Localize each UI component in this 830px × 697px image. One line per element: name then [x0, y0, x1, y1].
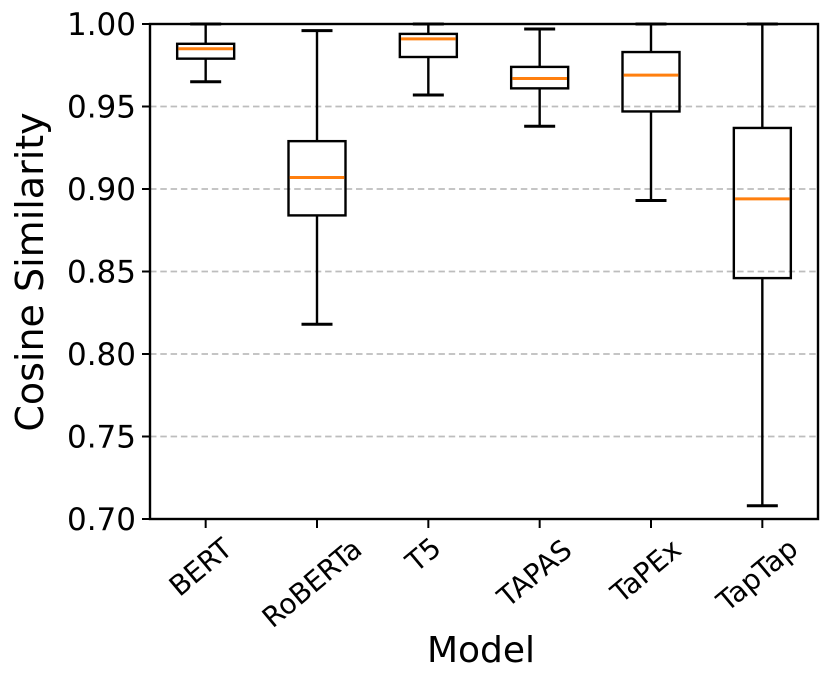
box-TapTap	[732, 126, 793, 280]
box-BERT	[175, 42, 236, 60]
box-RoBERTa	[287, 139, 347, 217]
y-tick-label: 0.95	[67, 90, 136, 126]
box-TaPEx	[621, 50, 681, 113]
y-tick-label: 0.70	[67, 502, 136, 538]
box-TAPAS	[509, 65, 570, 90]
y-tick-label: 0.85	[67, 255, 136, 291]
y-tick-label: 0.75	[67, 420, 136, 456]
y-axis-label: Cosine Similarity	[8, 112, 52, 432]
y-tick-label: 0.90	[67, 172, 136, 208]
x-axis-label: Model	[426, 630, 536, 671]
y-tick-label: 0.80	[67, 337, 136, 373]
y-tick-label: 1.00	[67, 7, 136, 43]
box-T5	[398, 32, 459, 59]
